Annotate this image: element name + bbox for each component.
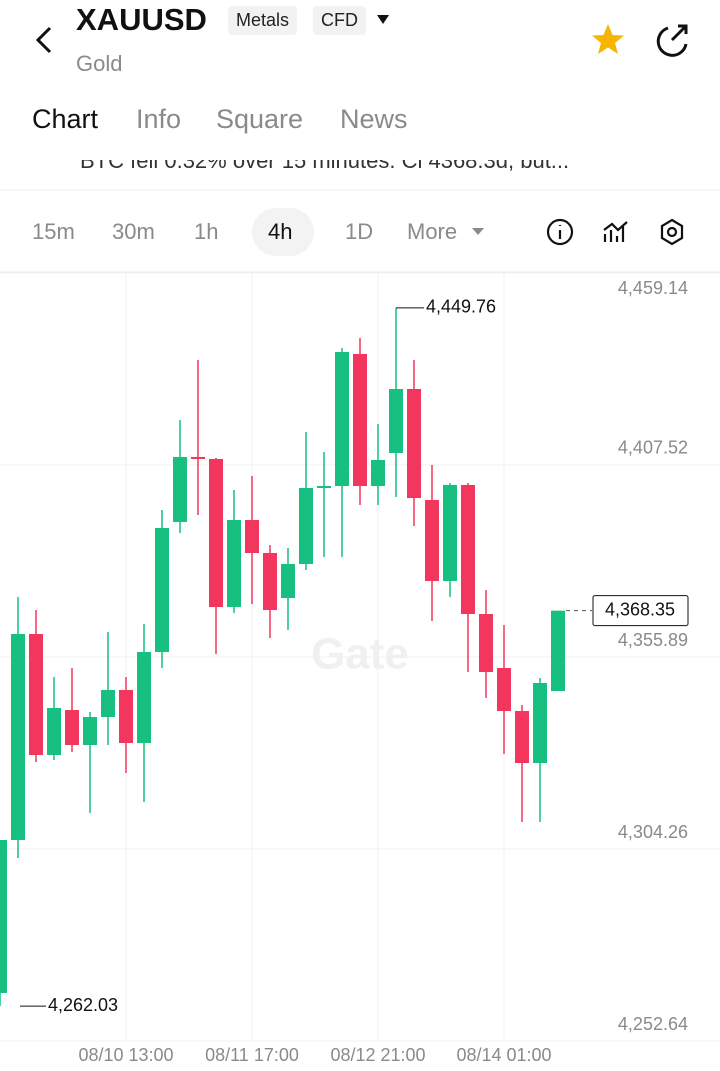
candle-body bbox=[317, 485, 331, 489]
candle-body bbox=[407, 388, 421, 499]
candle-body bbox=[479, 614, 493, 672]
candle-body bbox=[263, 553, 277, 610]
x-tick-label: 08/10 13:00 bbox=[78, 1045, 173, 1065]
subtitle: Gold bbox=[76, 51, 123, 76]
candle-body bbox=[443, 484, 457, 582]
back-button[interactable] bbox=[35, 26, 52, 54]
candle-body bbox=[389, 388, 403, 454]
high-label: 4,449.76 bbox=[426, 297, 496, 317]
candle-body bbox=[497, 668, 511, 712]
candle-body bbox=[281, 563, 295, 599]
ticker-clip: BTC fell 0.32% over 15 minutes. Cl 4368.… bbox=[0, 160, 720, 174]
ticker[interactable]: BTC fell 0.32% over 15 minutes. Cl 4368.… bbox=[80, 160, 570, 173]
symbol: XAUUSD bbox=[76, 2, 207, 37]
x-tick-label: 08/14 01:00 bbox=[456, 1045, 551, 1065]
candle-body bbox=[245, 519, 259, 554]
timeframe[interactable]: 1D bbox=[345, 219, 374, 244]
candle-body bbox=[0, 839, 7, 993]
dropdown-caret[interactable] bbox=[377, 15, 389, 24]
badge: CFD bbox=[313, 6, 366, 35]
share-button[interactable] bbox=[656, 24, 688, 57]
candle-body bbox=[425, 500, 439, 582]
settings-icon[interactable] bbox=[660, 218, 684, 246]
candle-body bbox=[335, 351, 349, 486]
timeframe[interactable]: 15m bbox=[32, 219, 75, 244]
timeframe[interactable]: 4h bbox=[268, 219, 293, 244]
y-tick-label: 4,355.89 bbox=[618, 630, 688, 650]
candle-body bbox=[137, 652, 151, 743]
timeframe[interactable]: More bbox=[407, 219, 458, 244]
candle-body bbox=[461, 484, 475, 615]
timeframe[interactable]: 30m bbox=[112, 219, 155, 244]
candle-body bbox=[227, 519, 241, 608]
favorite-star[interactable] bbox=[592, 24, 624, 54]
tab[interactable]: Chart bbox=[32, 104, 99, 134]
last-price-box bbox=[592, 595, 689, 627]
candle-body bbox=[11, 634, 25, 840]
candle-body bbox=[209, 458, 223, 608]
indicator-icon[interactable] bbox=[603, 221, 628, 242]
candle-body bbox=[353, 354, 367, 486]
candle-body bbox=[191, 456, 205, 459]
y-tick-label: 4,459.14 bbox=[618, 278, 688, 298]
candle-body bbox=[155, 527, 169, 653]
tab[interactable]: News bbox=[340, 104, 408, 134]
y-tick-label: 4,407.52 bbox=[618, 438, 688, 458]
candle-body bbox=[173, 456, 187, 522]
selected-pill bbox=[252, 208, 314, 256]
low-label: 4,262.03 bbox=[48, 995, 118, 1015]
tab[interactable]: Info bbox=[136, 104, 182, 134]
candle-body bbox=[47, 707, 61, 755]
candle-body bbox=[551, 610, 565, 691]
candle-body bbox=[83, 716, 97, 745]
candle-body bbox=[29, 634, 43, 755]
candle-body bbox=[119, 689, 133, 743]
last-price-label: 4,368.35 bbox=[605, 599, 675, 619]
candle-body bbox=[65, 709, 79, 745]
more-caret[interactable] bbox=[472, 228, 484, 235]
x-tick-label: 08/11 17:00 bbox=[205, 1045, 299, 1065]
candle-body bbox=[101, 689, 115, 717]
badge: Metals bbox=[228, 6, 298, 35]
y-tick-label: 4,252.64 bbox=[618, 1014, 688, 1034]
watermark: Gate bbox=[311, 630, 409, 679]
candle-body bbox=[515, 711, 529, 763]
timeframe[interactable]: 1h bbox=[194, 219, 219, 244]
y-tick-label: 4,304.26 bbox=[618, 822, 688, 842]
candle-body bbox=[299, 488, 313, 564]
tab[interactable]: Square bbox=[216, 104, 304, 134]
candle-body bbox=[533, 682, 547, 763]
candle-body bbox=[371, 459, 385, 486]
info-icon[interactable] bbox=[546, 218, 574, 246]
x-tick-label: 08/12 21:00 bbox=[330, 1045, 425, 1065]
